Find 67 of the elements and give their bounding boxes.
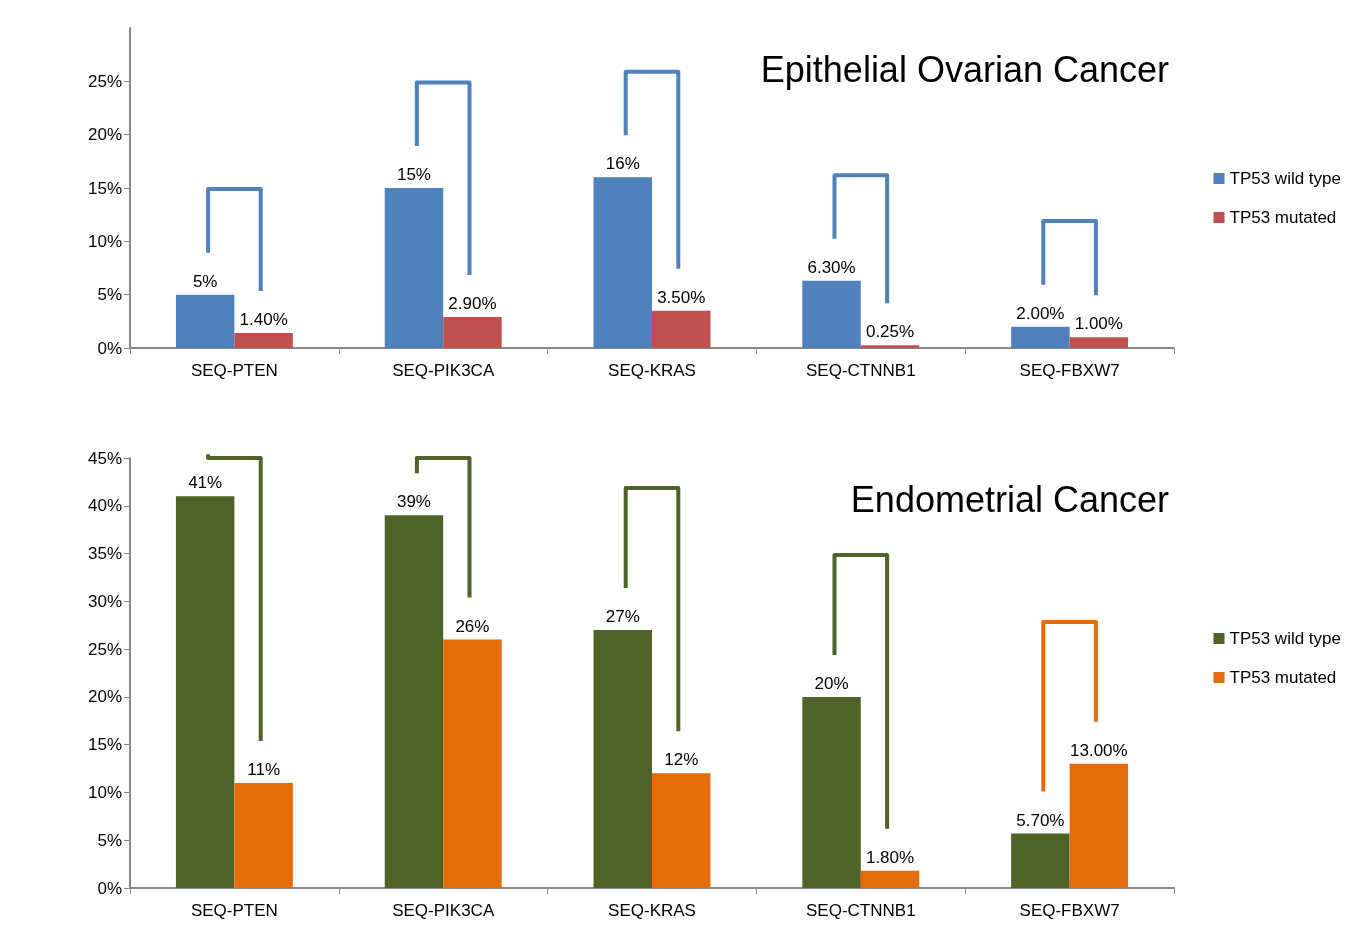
data-label: 39%	[396, 492, 431, 512]
data-label: 3.50%	[657, 287, 706, 307]
x-tick-label: SEQ-PIK3CA	[392, 361, 495, 380]
bar	[1069, 337, 1129, 348]
bar	[443, 639, 502, 888]
text: Endometrial Cancer	[850, 478, 1170, 520]
y-tick-label: 25%	[87, 639, 122, 659]
x-tick-label: SEQ-CTNNB1	[806, 361, 916, 380]
data-label: 20%	[814, 673, 849, 693]
y-tick-label: 15%	[87, 178, 122, 198]
data-label: 0.25%	[865, 322, 915, 342]
y-tick-label: 5%	[97, 830, 122, 850]
data-label: 1.80%	[865, 847, 915, 867]
y-tick-label: 20%	[87, 125, 122, 145]
data-label: 11%	[247, 759, 281, 779]
y-tick-label: 10%	[87, 231, 122, 251]
x-tick-label: SEQ-PTEN	[190, 901, 278, 920]
bar	[175, 294, 235, 348]
legend-label: TP53 wild type	[1229, 629, 1341, 648]
x-tick-label: SEQ-FBXW7	[1019, 361, 1120, 380]
data-label: 27%	[605, 607, 640, 626]
bar	[860, 870, 920, 888]
bar	[860, 345, 920, 348]
data-label: 13.00%	[1070, 740, 1128, 760]
data-label: 5.70%	[1016, 810, 1065, 830]
x-tick-label: SEQ-FBXW7	[1019, 901, 1120, 920]
y-tick-label: 0%	[97, 878, 122, 898]
data-label: 12%	[664, 750, 699, 770]
bar	[234, 782, 293, 888]
x-tick-label: SEQ-KRAS	[608, 901, 696, 920]
x-tick-label: SEQ-KRAS	[608, 361, 696, 380]
data-label: 1.40%	[239, 310, 288, 330]
data-label: 6.30%	[807, 257, 856, 277]
data-label: 5%	[192, 271, 218, 291]
bar	[593, 630, 652, 888]
y-tick-label: 0%	[97, 338, 122, 358]
data-label: 16%	[605, 154, 640, 174]
x-tick-label: SEQ-CTNNB1	[806, 901, 916, 920]
bar	[802, 280, 861, 348]
data-label: 15%	[396, 165, 431, 184]
y-tick-label: 5%	[97, 285, 122, 305]
data-label: 1.00%	[1074, 314, 1123, 334]
legend-label: TP53 mutated	[1229, 208, 1337, 227]
data-label: 26%	[455, 616, 490, 636]
y-tick-label: 10%	[87, 782, 122, 802]
legend-label: TP53 wild type	[1229, 169, 1341, 188]
y-tick-label: 25%	[87, 71, 122, 91]
y-tick-label: 35%	[87, 544, 122, 564]
bar	[1069, 763, 1129, 888]
y-tick-label: 45%	[87, 448, 122, 468]
x-tick-label: SEQ-PTEN	[190, 361, 278, 380]
legend-label: TP53 mutated	[1229, 668, 1337, 687]
text: Epithelial Ovarian Cancer	[760, 48, 1170, 90]
x-tick-label: SEQ-PIK3CA	[392, 901, 495, 920]
data-label: 41%	[188, 473, 223, 493]
bar	[1011, 833, 1070, 888]
bar	[652, 310, 711, 348]
data-label: 2.90%	[448, 294, 497, 314]
bar	[443, 317, 502, 348]
bar	[234, 333, 293, 348]
y-tick-label: 40%	[87, 496, 122, 516]
bar	[652, 773, 711, 888]
bar	[1011, 326, 1070, 348]
y-tick-label: 30%	[87, 591, 122, 611]
y-tick-label: 20%	[87, 687, 122, 707]
y-tick-label: 15%	[87, 735, 122, 755]
data-label: 2.00%	[1016, 303, 1065, 323]
